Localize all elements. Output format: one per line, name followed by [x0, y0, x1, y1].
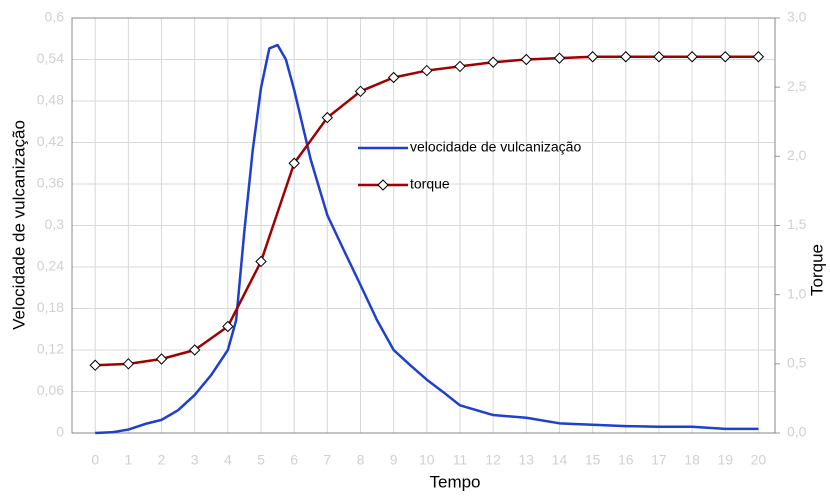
data-point — [653, 51, 665, 63]
x-tick-label: 3 — [191, 452, 199, 468]
x-tick-label: 4 — [224, 452, 232, 468]
y-tick-label: 0,42 — [37, 133, 64, 149]
y2-tick-label: 0,0 — [787, 424, 807, 440]
data-point — [188, 344, 201, 356]
data-point — [719, 51, 731, 63]
data-point — [354, 85, 367, 98]
series-line — [95, 43, 759, 435]
data-point — [288, 157, 300, 169]
x-tick-label: 10 — [419, 452, 435, 468]
y-tick-label: 0,18 — [37, 299, 64, 315]
y2-tick-label: 2,5 — [787, 78, 807, 94]
data-point — [321, 111, 334, 124]
x-tick-label: 16 — [618, 452, 634, 468]
data-point — [89, 359, 101, 371]
y2-tick-label: 1,5 — [787, 216, 807, 232]
x-tick-label: 0 — [91, 452, 99, 468]
y2-axis-title: Torque — [807, 244, 826, 296]
x-tick-label: 20 — [751, 452, 767, 468]
data-point — [155, 353, 168, 365]
data-point — [122, 358, 135, 370]
legend-label: velocidade de vulcanização — [410, 139, 581, 155]
x-tick-label: 8 — [357, 452, 365, 468]
plot-frame — [71, 17, 776, 434]
y-tick-label: 0,48 — [37, 92, 64, 108]
y-tick-label: 0,24 — [37, 258, 64, 274]
data-point — [520, 53, 533, 66]
data-point — [222, 320, 234, 333]
x-tick-label: 11 — [453, 452, 468, 468]
x-tick-label: 6 — [290, 452, 298, 468]
y-tick-label: 0,36 — [37, 175, 64, 191]
data-point — [387, 71, 400, 84]
y-tick-label: 0,54 — [37, 50, 64, 66]
y2-tick-label: 2,0 — [787, 147, 807, 163]
legend-label: torque — [410, 176, 450, 192]
x-tick-label: 5 — [257, 452, 265, 468]
y-tick-label: 0,12 — [37, 341, 64, 357]
data-point — [752, 51, 765, 63]
data-point — [421, 64, 433, 77]
x-tick-label: 18 — [684, 452, 700, 468]
x-tick-label: 2 — [158, 452, 166, 468]
x-tick-label: 13 — [519, 452, 535, 468]
data-point — [686, 51, 698, 63]
y-tick-label: 0 — [56, 424, 64, 440]
data-point — [586, 51, 599, 63]
y-axis-title: Velocidade de vulcanização — [9, 120, 28, 330]
x-tick-label: 7 — [323, 452, 331, 468]
y2-tick-label: 0,5 — [787, 355, 807, 371]
data-point — [454, 60, 466, 73]
x-tick-label: 19 — [717, 452, 733, 468]
data-point — [620, 51, 632, 63]
x-tick-label: 14 — [552, 452, 568, 468]
x-axis-title: Tempo — [429, 472, 480, 491]
data-point — [487, 56, 499, 68]
x-tick-label: 12 — [485, 452, 501, 468]
data-point — [553, 52, 566, 64]
x-tick-label: 9 — [390, 452, 398, 468]
y2-tick-label: 1,0 — [787, 285, 807, 301]
y-tick-label: 0,6 — [45, 9, 65, 25]
y-tick-label: 0,06 — [37, 382, 64, 398]
x-tick-label: 17 — [651, 452, 667, 468]
data-point — [255, 255, 267, 268]
x-tick-label: 15 — [585, 452, 601, 468]
legend-marker — [377, 179, 389, 191]
y2-tick-label: 3,0 — [787, 9, 807, 25]
y-tick-label: 0,3 — [45, 216, 65, 232]
x-tick-label: 1 — [124, 452, 132, 468]
